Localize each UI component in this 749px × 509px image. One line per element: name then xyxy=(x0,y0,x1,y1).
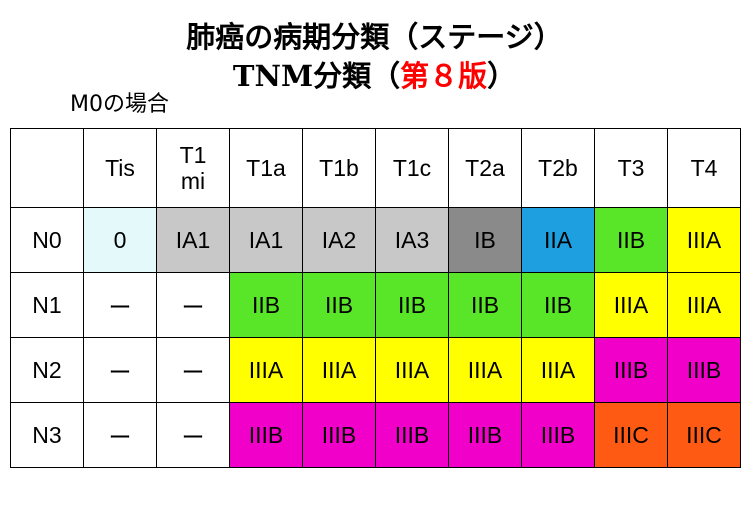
stage-cell: IIIB xyxy=(229,402,303,468)
row-header: N2 xyxy=(10,337,84,403)
title-prefix: TNM分類（ xyxy=(232,59,401,93)
stage-cell: IIIA xyxy=(302,337,376,403)
column-header: T4 xyxy=(667,128,741,208)
stage-cell: ー xyxy=(83,402,157,468)
staging-table: Tis T1 mi T1a T1b T1c T2a T2b T3 T4 N0 0 IA1 IA1 IA2 I… xyxy=(10,128,741,468)
stage-cell: IA3 xyxy=(375,207,449,273)
stage-cell: IIB xyxy=(521,272,595,338)
stage-cell: IIIB xyxy=(448,402,522,468)
row-header: N3 xyxy=(10,402,84,468)
stage-cell: ー xyxy=(156,402,230,468)
page-title: 肺癌の病期分類（ステージ） xyxy=(186,20,563,54)
stage-cell: IIB xyxy=(302,272,376,338)
stage-cell: IIIC xyxy=(667,402,741,468)
column-header: T2a xyxy=(448,128,522,208)
stage-cell: IIIA xyxy=(667,272,741,338)
stage-cell: IIIC xyxy=(594,402,668,468)
stage-cell: IIIA xyxy=(448,337,522,403)
stage-cell: IIIA xyxy=(521,337,595,403)
stage-cell: 0 xyxy=(83,207,157,273)
stage-cell: ー xyxy=(156,272,230,338)
stage-cell: IIIB xyxy=(375,402,449,468)
header-row: Tis T1 mi T1a T1b T1c T2a T2b T3 T4 xyxy=(10,128,741,208)
stage-cell: IA1 xyxy=(229,207,303,273)
title-suffix: ） xyxy=(487,59,517,93)
edition-label: 第８版 xyxy=(400,59,488,93)
column-header: Tis xyxy=(83,128,157,208)
stage-cell: ー xyxy=(83,337,157,403)
column-header: T3 xyxy=(594,128,668,208)
stage-cell: IIB xyxy=(448,272,522,338)
row-header: N1 xyxy=(10,272,84,338)
stage-cell: IIIA xyxy=(229,337,303,403)
table-row: N2 ーー IIIA IIIA IIIA IIIA IIIA IIIB IIIB xyxy=(10,337,741,403)
stage-cell: IIIB xyxy=(594,337,668,403)
column-header: T1 mi xyxy=(156,128,230,208)
stage-cell: IA2 xyxy=(302,207,376,273)
stage-cell: IIIA xyxy=(375,337,449,403)
stage-cell: IIIB xyxy=(302,402,376,468)
stage-cell: IIB xyxy=(229,272,303,338)
stage-cell: IA1 xyxy=(156,207,230,273)
stage-cell: IIB xyxy=(594,207,668,273)
stage-cell: IIIB xyxy=(667,337,741,403)
stage-cell: IIA xyxy=(521,207,595,273)
row-header: N0 xyxy=(10,207,84,273)
column-header: T1a xyxy=(229,128,303,208)
stage-cell: IIIB xyxy=(521,402,595,468)
stage-cell: IIIA xyxy=(594,272,668,338)
stage-cell: ー xyxy=(156,337,230,403)
stage-cell: IIIA xyxy=(667,207,741,273)
table-row: N3 ーー IIIB IIIB IIIB IIIB IIIB IIIC IIIC xyxy=(10,402,741,468)
table-row: N0 0 IA1 IA1 IA2 IA3 IB IIA IIB IIIA xyxy=(10,207,741,273)
column-header: T2b xyxy=(521,128,595,208)
corner-cell xyxy=(10,128,84,208)
stage-cell: ー xyxy=(83,272,157,338)
column-header: T1b xyxy=(302,128,376,208)
column-header: T1c xyxy=(375,128,449,208)
stage-cell: IIB xyxy=(375,272,449,338)
page-subtitle: TNM分類（第８版） xyxy=(0,59,749,93)
condition-label: M0の場合 xyxy=(70,92,169,117)
stage-cell: IB xyxy=(448,207,522,273)
table-row: N1 ーー IIB IIB IIB IIB IIB IIIA IIIA xyxy=(10,272,741,338)
